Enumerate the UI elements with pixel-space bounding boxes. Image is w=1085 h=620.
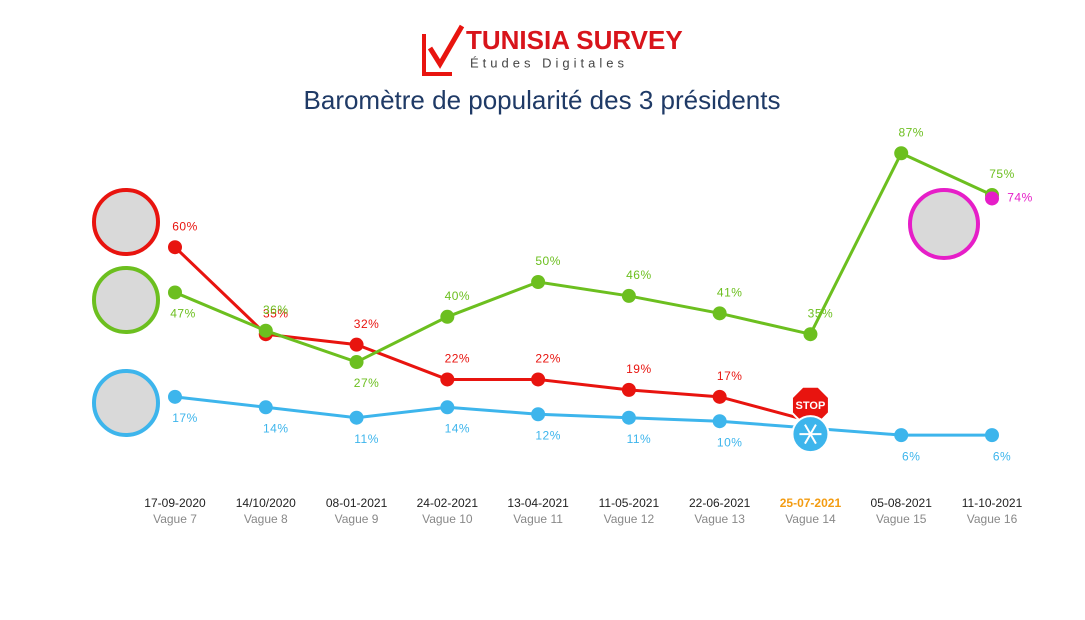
data-point [258, 400, 273, 415]
data-label: 36% [263, 303, 289, 317]
data-point [621, 410, 636, 425]
portrait [92, 188, 160, 256]
wave-label: Vague 13 [694, 512, 745, 526]
stop-label: STOP [796, 400, 826, 412]
data-label: 11% [354, 432, 379, 446]
data-point [531, 407, 546, 422]
data-label: 50% [535, 254, 561, 268]
x-tick-label: 11-05-2021 [599, 496, 660, 510]
x-tick-label: 11-10-2021 [962, 496, 1023, 510]
wave-label: Vague 10 [422, 512, 473, 526]
wave-label: Vague 15 [876, 512, 927, 526]
data-label: 19% [626, 362, 652, 376]
data-label: 14% [445, 421, 471, 435]
data-point [440, 309, 455, 324]
portrait [908, 188, 980, 260]
wave-label: Vague 11 [513, 512, 563, 526]
data-point [349, 355, 364, 370]
wave-label: Vague 7 [153, 512, 197, 526]
data-point [440, 372, 455, 387]
data-label: 41% [717, 285, 743, 299]
data-point [621, 288, 636, 303]
x-tick-label: 08-01-2021 [326, 496, 388, 510]
wave-label: Vague 14 [785, 512, 836, 526]
data-label: 14% [263, 421, 289, 435]
portrait [92, 369, 160, 437]
data-point [531, 372, 546, 387]
wave-label: Vague 8 [244, 512, 288, 526]
data-label: 46% [626, 268, 652, 282]
data-label: 74% [1007, 191, 1033, 205]
data-point [894, 428, 909, 443]
data-point [440, 400, 455, 415]
portrait [92, 266, 160, 334]
data-point [621, 382, 636, 397]
logo [422, 24, 465, 76]
data-label: 17% [717, 369, 743, 383]
data-point [894, 146, 909, 161]
data-label: 22% [445, 352, 471, 366]
x-tick-label: 22-06-2021 [689, 496, 751, 510]
series-line [174, 151, 993, 364]
x-tick-label: 13-04-2021 [507, 496, 569, 510]
data-point [531, 275, 546, 289]
data-label: 87% [898, 125, 924, 139]
data-point [803, 327, 818, 342]
data-label: 60% [172, 219, 198, 233]
wave-label: Vague 12 [604, 512, 655, 526]
x-tick-label: 05-08-2021 [871, 496, 933, 510]
tagline: Études Digitales [470, 55, 628, 70]
snowflake-stroke [804, 424, 817, 445]
x-tick-label: 17-09-2020 [144, 496, 206, 510]
data-label: 35% [808, 306, 834, 320]
data-point [168, 389, 182, 404]
data-point [349, 337, 364, 352]
data-label: 35% [263, 306, 289, 320]
data-label: 12% [535, 428, 561, 442]
data-label: 17% [172, 411, 198, 425]
data-label: 10% [717, 435, 743, 449]
data-label: 22% [535, 352, 561, 366]
data-label: 27% [354, 376, 380, 390]
data-label: 75% [989, 167, 1015, 181]
data-label: 6% [902, 449, 920, 463]
data-point [712, 414, 727, 429]
data-label: 6% [993, 449, 1011, 463]
data-point [258, 323, 273, 338]
data-label: 11% [627, 432, 652, 446]
data-point [168, 240, 182, 255]
chart-title: Baromètre de popularité des 3 présidents [304, 85, 781, 115]
data-point [985, 191, 999, 206]
series-line [174, 395, 992, 437]
wave-label: Vague 16 [967, 512, 1018, 526]
wave-label: Vague 9 [335, 512, 379, 526]
data-label: 40% [445, 289, 471, 303]
data-label: 32% [354, 317, 380, 331]
data-point [985, 428, 999, 443]
x-tick-label: 24-02-2021 [417, 496, 479, 510]
data-point [349, 410, 364, 425]
x-tick-label: 25-07-2021 [780, 496, 842, 510]
data-point [168, 285, 182, 300]
x-tick-label: 14/10/2020 [236, 496, 296, 510]
data-point [712, 389, 727, 404]
brand: TUNISIA SURVEY [466, 25, 683, 55]
data-point [712, 306, 727, 321]
data-label: 47% [170, 307, 196, 321]
